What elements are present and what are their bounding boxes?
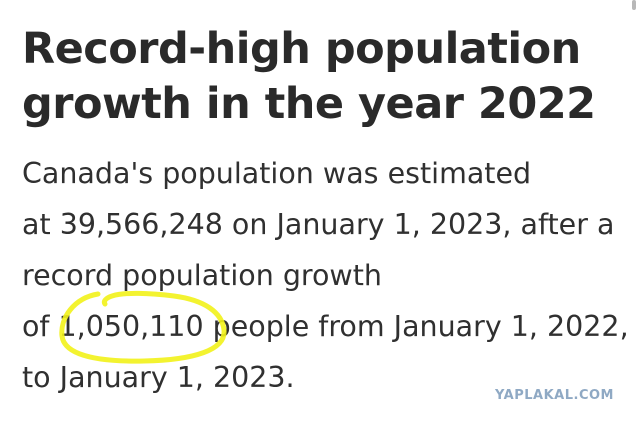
body-line-2: at 39,566,248 on January 1, 2023, after … [22, 208, 615, 241]
article-headline: Record-high population growth in the yea… [22, 24, 596, 129]
body-line-5: to January 1, 2023. [22, 361, 295, 394]
body-line-4: of 1,050,110 people from January 1, 2022… [22, 310, 629, 343]
scroll-indicator [632, 0, 636, 10]
body-line-3: record population growth [22, 259, 382, 292]
watermark-logo: YAPLAKAL.COM [495, 388, 614, 403]
body-line-1: Canada's population was estimated [22, 157, 532, 190]
article-body: Canada's population was estimated at 39,… [22, 148, 634, 403]
